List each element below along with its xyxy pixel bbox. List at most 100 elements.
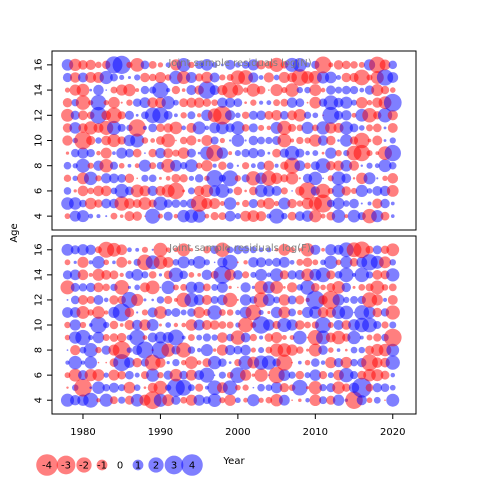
legend-bubble [181,454,203,476]
residual-bubble [201,269,213,281]
residual-bubble [173,113,178,118]
residual-bubble [320,284,326,291]
residual-bubble [389,161,397,170]
residual-bubble [386,243,400,257]
residual-bubble [248,257,259,268]
residual-bubble [235,397,241,404]
residual-bubble [293,109,307,122]
residual-bubble [265,384,273,392]
residual-bubble [304,162,311,169]
residual-bubble [179,174,188,183]
residual-bubble [207,305,222,320]
residual-bubble [130,184,144,198]
residual-bubble [365,245,374,254]
residual-bubble [326,199,335,208]
residual-bubble [349,371,359,380]
y-axis-title: Age [9,223,20,242]
residual-bubble [372,135,383,146]
residual-bubble [258,347,265,354]
residual-bubble [240,282,251,293]
residual-bubble [256,211,267,222]
x-axis: 1980 1990 2000 2010 2020 [70,414,405,438]
residual-bubble [211,283,219,291]
residual-bubble [195,383,204,392]
residual-bubble [301,121,314,134]
y-tick-label: 10 [34,134,45,147]
residual-bubble [309,84,322,97]
residual-bubble [66,386,69,389]
residual-bubble [63,187,72,195]
residual-bubble [291,190,293,192]
y-tick-label: 4 [34,213,45,219]
residual-bubble [250,99,257,106]
residual-bubble [254,368,268,382]
residual-bubble [288,371,296,379]
residual-bubble [281,212,288,220]
residual-bubble [236,164,239,167]
residual-bubble [219,137,225,144]
residual-bubble [61,243,74,256]
residual-bubble [240,369,252,381]
residual-bubble [187,334,195,342]
residual-bubble [202,98,212,107]
residual-bubble [363,306,376,319]
residual-bubble [308,171,323,186]
residual-bubble [132,211,142,221]
residual-bubble [127,247,132,253]
residual-bubble [118,396,126,404]
residual-bubble [390,201,395,206]
residual-bubble [306,348,310,352]
residual-bubble [127,260,132,265]
residual-bubble [337,139,340,142]
residual-bubble [89,386,93,389]
y-tick-label: 16 [34,58,45,71]
legend-label: -2 [79,461,89,472]
residual-bubble [350,296,358,304]
residual-bubble [131,269,144,281]
residual-bubble [296,258,304,266]
residual-bubble [173,322,179,328]
residual-bubble [141,271,149,279]
residual-bubble [96,214,101,219]
residual-bubble [304,321,311,329]
residual-bubble [263,197,275,210]
residual-bubble [197,151,201,155]
residual-bubble [362,108,377,123]
residual-bubble [102,383,110,392]
residual-bubble [295,320,305,330]
residual-bubble [102,334,110,342]
residual-bubble [79,321,87,329]
residual-bubble [197,273,201,277]
residual-bubble [358,61,365,68]
residual-bubble [70,245,80,255]
residual-bubble [83,342,98,358]
residual-bubble [135,113,139,117]
residual-bubble [350,346,358,354]
residual-bubble [158,176,162,180]
residual-bubble [216,344,229,356]
residual-bubble [247,59,260,71]
residual-bubble [326,135,336,146]
residual-bubble [298,248,302,252]
residual-bubble [258,124,265,131]
residual-bubble [320,87,326,93]
residual-bubble [117,123,126,132]
residual-bubble [233,186,243,196]
residual-bubble [212,163,217,168]
residual-bubble [125,148,134,158]
residual-bubble [171,199,181,208]
residual-bubble [267,310,271,314]
residual-bubble [179,270,188,280]
residual-bubble [250,347,256,353]
residual-bubble [279,383,289,393]
residual-bubble [265,136,273,145]
residual-bubble [209,320,220,330]
residual-bubble [158,323,162,327]
residual-bubble [312,259,319,266]
residual-bubble [172,358,180,367]
residual-bubble [117,173,127,183]
residual-bubble [163,110,173,120]
legend-label: 3 [171,461,177,472]
residual-bubble [120,101,123,104]
residual-bubble [159,286,162,289]
